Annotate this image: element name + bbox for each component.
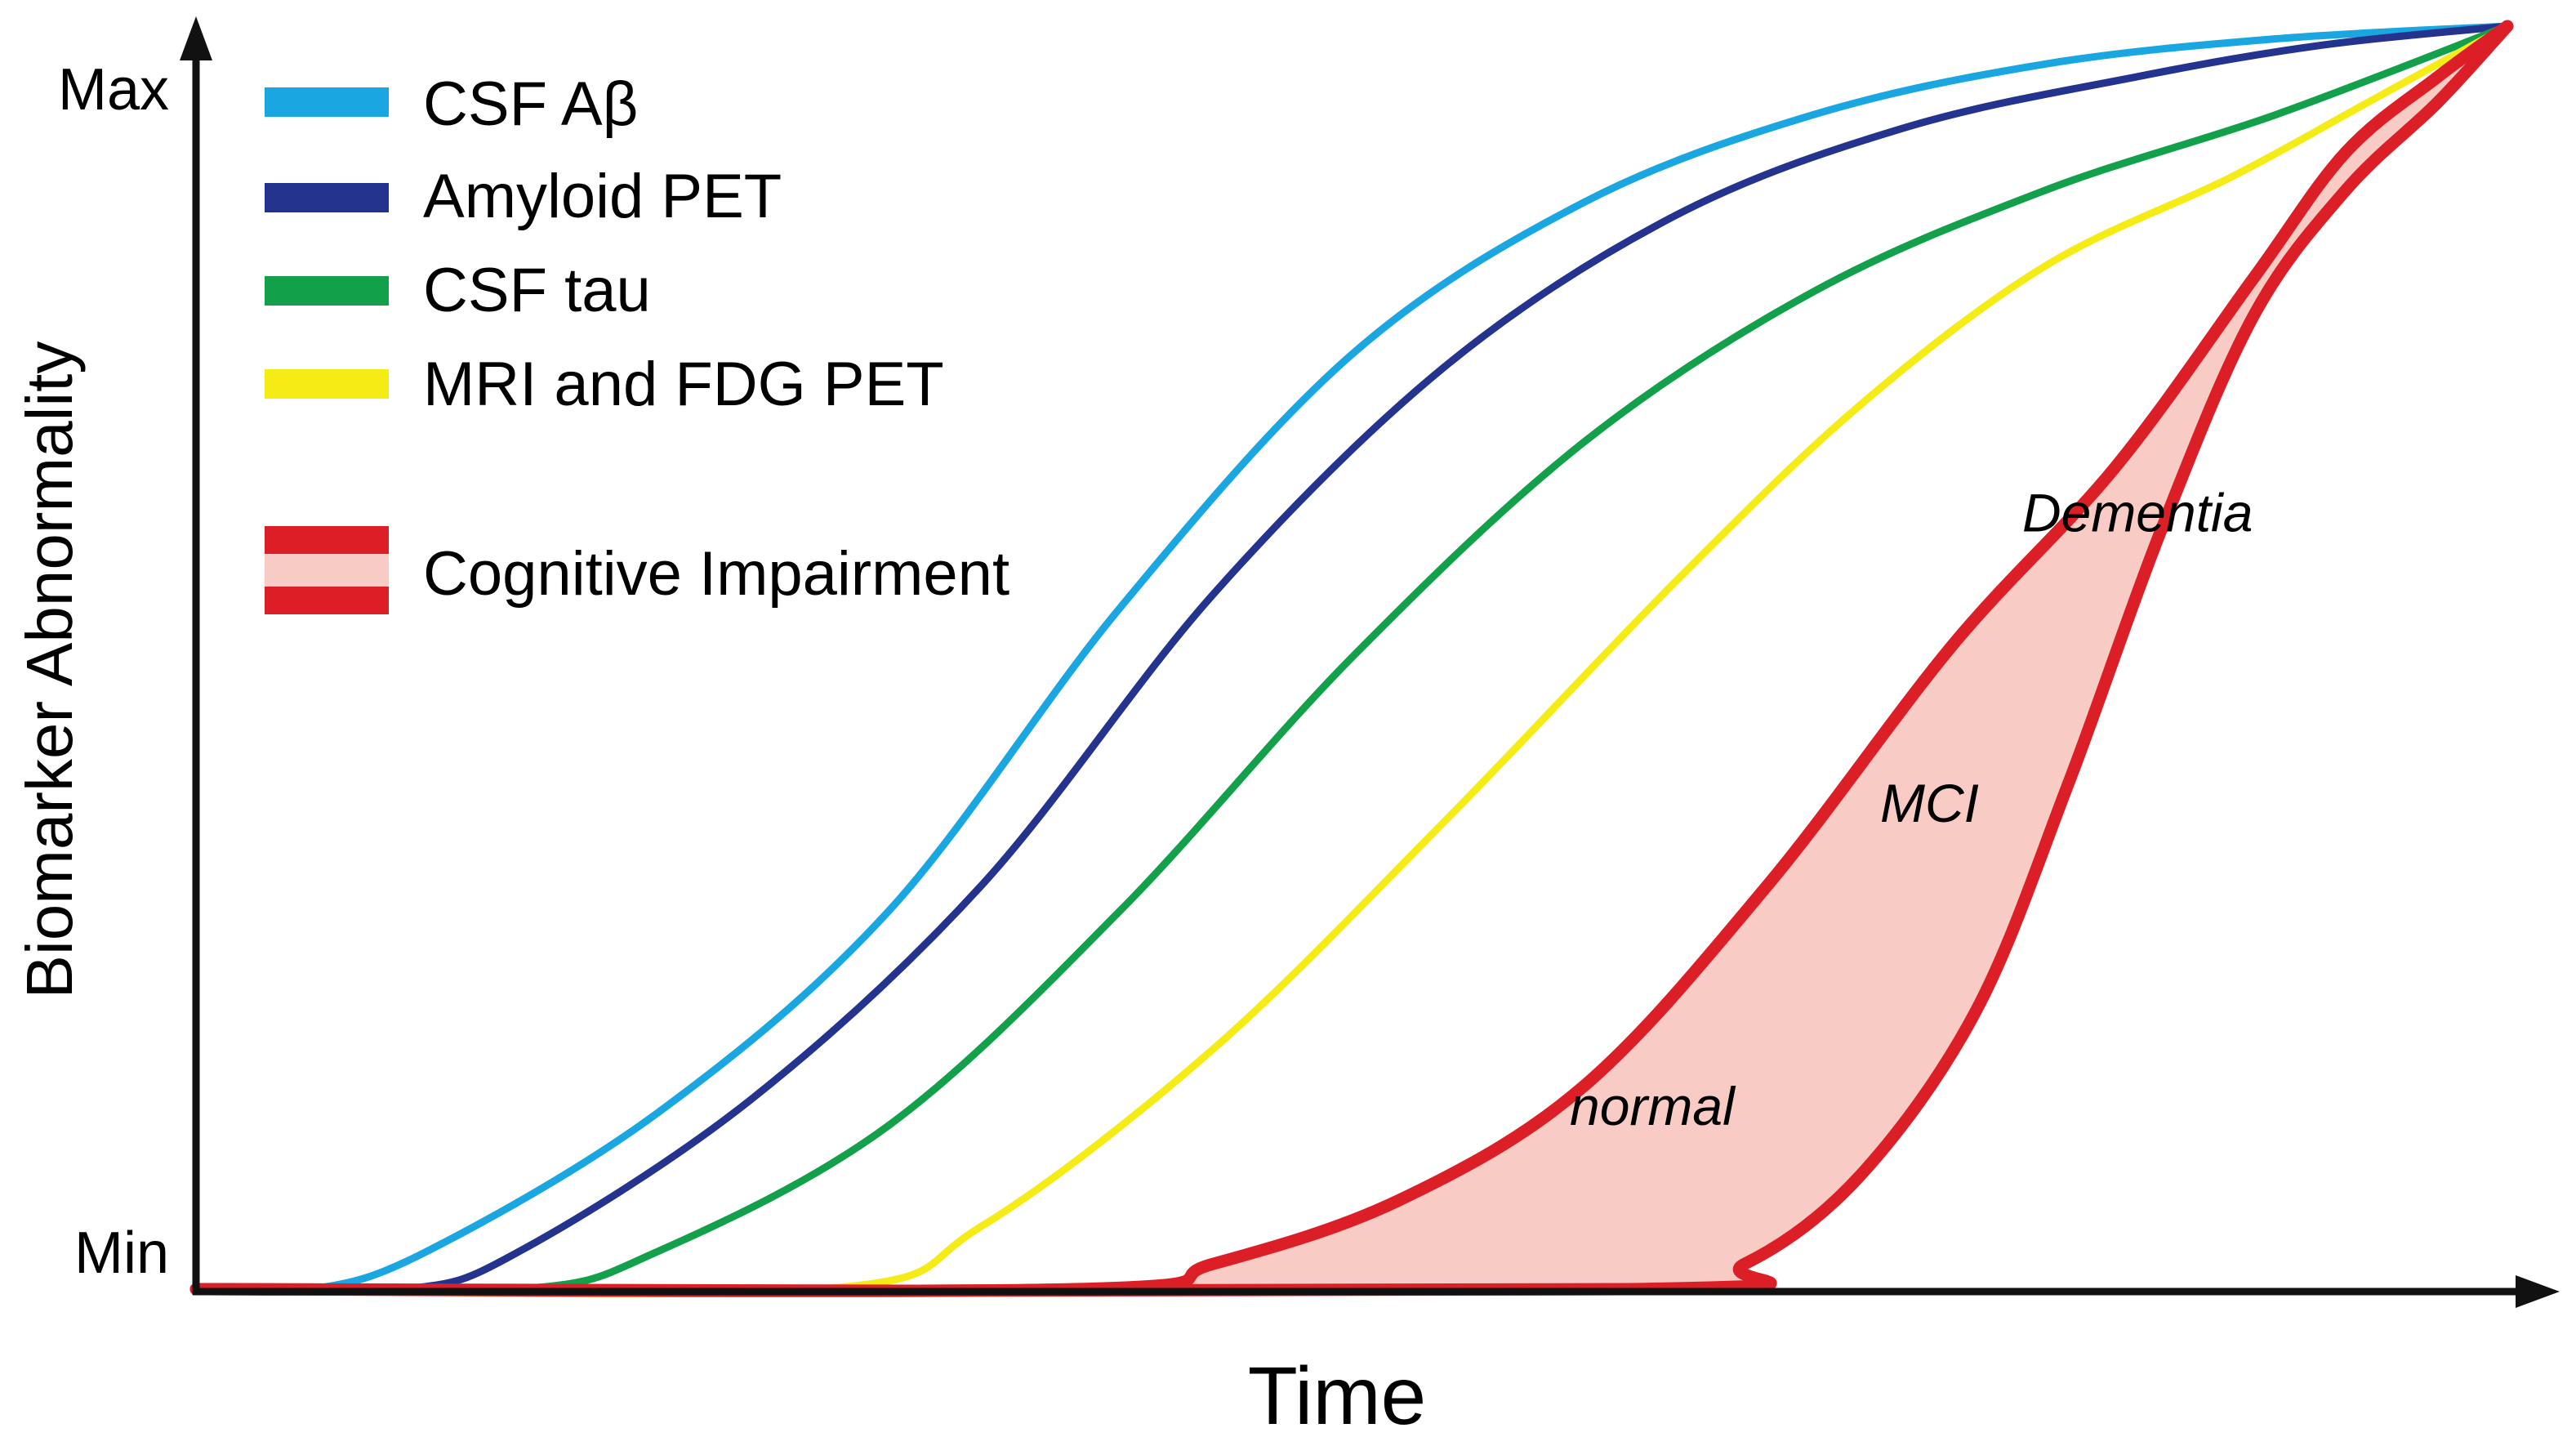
y-axis-label: Biomarker Abnormality	[13, 341, 86, 999]
legend-label-mri-fdg-pet: MRI and FDG PET	[423, 350, 944, 419]
legend-label-csf-abeta: CSF Aβ	[423, 69, 638, 139]
x-axis	[193, 1275, 2560, 1308]
series-csf-abeta	[192, 22, 2511, 1296]
x-axis-label: Time	[1248, 1350, 1427, 1437]
series-amyloid-pet	[192, 22, 2511, 1296]
series-csf-tau	[192, 22, 2511, 1296]
legend-label-csf-tau: CSF tau	[423, 256, 651, 325]
cognitive-impairment-band	[196, 26, 2507, 1292]
series-mri-fdg-pet	[192, 22, 2511, 1298]
legend-swatch-csf-tau	[265, 276, 389, 306]
legend-swatch-csf-abeta	[265, 87, 389, 117]
legend-label-cognitive-impairment: Cognitive Impairment	[423, 539, 1009, 609]
annotations: normal MCI Dementia	[1570, 482, 2253, 1136]
y-axis-arrow-icon	[180, 16, 212, 60]
y-tick-min: Min	[74, 1221, 169, 1286]
legend-swatch-mri-fdg-pet	[265, 369, 389, 399]
annotation-dementia: Dementia	[2022, 482, 2253, 542]
y-tick-max: Max	[58, 57, 169, 123]
legend-swatch-amyloid-pet	[265, 183, 389, 212]
x-axis-arrow-icon	[2516, 1275, 2560, 1308]
legend-label-amyloid-pet: Amyloid PET	[423, 162, 782, 231]
annotation-normal: normal	[1570, 1076, 1736, 1136]
annotation-mci: MCI	[1880, 773, 1979, 833]
y-axis	[180, 16, 212, 1295]
legend: CSF Aβ Amyloid PET CSF tau MRI and FDG P…	[265, 69, 1009, 614]
legend-swatch-cognitive-impairment	[265, 526, 389, 614]
